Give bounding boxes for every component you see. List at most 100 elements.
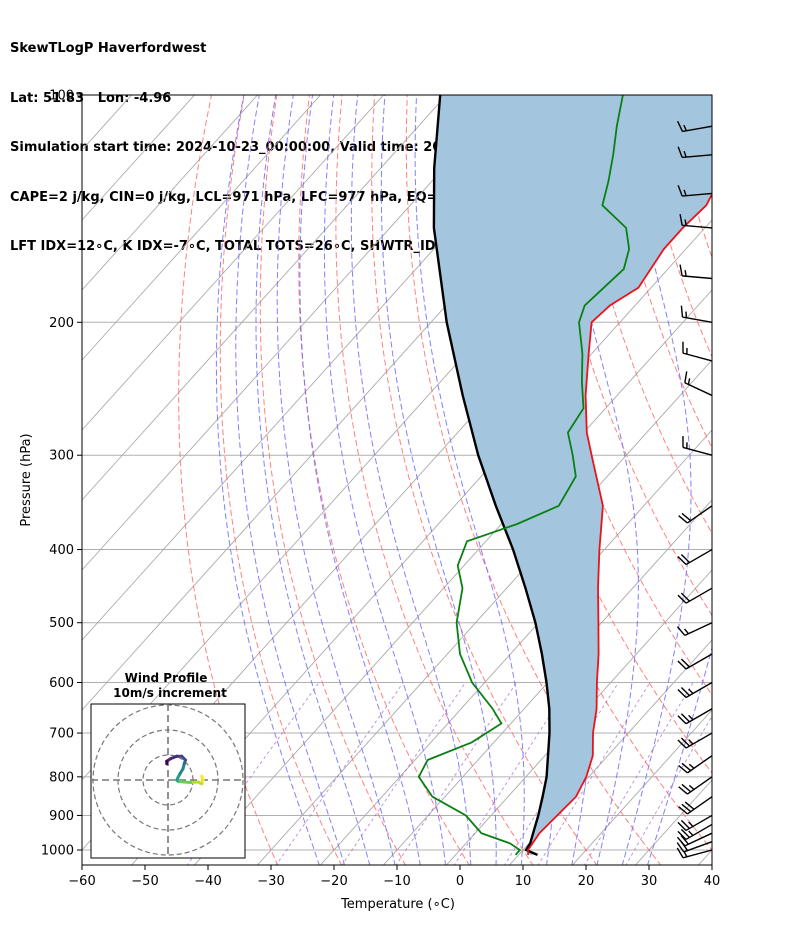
barb-flag — [681, 783, 692, 793]
barb-flag — [681, 762, 692, 772]
x-tick-label: 20 — [578, 874, 595, 889]
y-tick-label: 1000 — [41, 844, 74, 859]
dry-adiabat-line — [504, 95, 712, 696]
barb-flag — [678, 806, 688, 815]
wind-barb — [677, 587, 713, 604]
barb-staff — [685, 653, 713, 670]
wind-barb — [677, 146, 713, 159]
x-tick-label: −60 — [68, 874, 95, 889]
barb-staff — [682, 275, 713, 280]
x-tick-label: 0 — [456, 874, 464, 889]
barb-flag — [684, 371, 688, 383]
barb-flag — [681, 512, 692, 522]
barb-staff — [682, 446, 713, 456]
barb-flag — [680, 658, 690, 668]
dry-adiabat-line — [569, 95, 712, 535]
barb-flag — [677, 688, 687, 699]
barb-half-flag — [683, 150, 687, 158]
dry-adiabat-line — [335, 95, 534, 865]
barb-flag — [680, 713, 690, 723]
dry-adiabat-line — [219, 95, 343, 865]
moist-adiabat-line — [215, 95, 320, 865]
wind-barb — [676, 622, 713, 637]
barb-half-flag — [688, 714, 694, 721]
x-tick-label: −40 — [194, 874, 221, 889]
barb-staff — [683, 841, 713, 853]
moist-adiabat-line — [323, 95, 446, 865]
y-tick-label: 700 — [49, 727, 74, 742]
barb-staff — [684, 622, 713, 637]
barb-flag — [677, 146, 683, 158]
barb-half-flag — [684, 219, 687, 226]
barb-staff — [682, 316, 713, 323]
barb-flag — [676, 842, 685, 853]
isotherm-line — [319, 429, 712, 865]
barb-flag — [677, 594, 687, 604]
barb-flag — [680, 835, 689, 845]
barb-half-flag — [688, 784, 695, 790]
wind-barb — [678, 776, 713, 795]
dewpoint-profile — [417, 95, 631, 856]
barb-half-flag — [688, 763, 695, 769]
barb-staff — [685, 587, 713, 604]
barb-flag — [684, 801, 695, 810]
wind-barb — [680, 305, 713, 323]
wind-barb — [682, 341, 713, 362]
mixing-ratio-line — [275, 682, 404, 865]
hodograph: Wind Profile 10m/s increment — [90, 671, 246, 859]
dry-adiabat-line — [733, 95, 794, 866]
moist-adiabat-line — [414, 95, 525, 865]
barb-flag — [677, 660, 687, 670]
hodograph-subtitle: 10m/s increment — [113, 686, 227, 700]
moist-adiabat-line — [255, 95, 371, 865]
axes: −60 −50 −40 −30 −20 −10 0 10 20 30 40 1000 900 800 700… — [41, 89, 720, 890]
barb-half-flag — [687, 378, 691, 385]
barb-flag — [676, 120, 684, 132]
barb-half-flag — [688, 830, 694, 836]
x-tick-label: −50 — [131, 874, 158, 889]
x-tick-label: −10 — [383, 874, 410, 889]
barb-staff — [685, 732, 713, 749]
y-tick-label: 600 — [49, 676, 74, 691]
barb-staff — [682, 192, 713, 197]
barb-flag — [676, 847, 684, 859]
wind-barb — [684, 371, 713, 397]
y-tick-label: 200 — [49, 316, 74, 331]
wind-barb — [678, 505, 713, 524]
barb-flag — [680, 819, 690, 829]
barb-flag — [677, 830, 687, 840]
barb-flag — [678, 765, 688, 774]
wind-barb — [678, 755, 713, 774]
barb-flag — [681, 803, 692, 813]
barb-flag — [677, 185, 683, 197]
wind-barb — [677, 732, 713, 749]
isotherm-line — [382, 499, 712, 865]
profile-lines — [417, 95, 712, 857]
barb-staff — [687, 776, 713, 795]
moist-adiabat-line — [299, 95, 421, 865]
barb-staff — [685, 708, 713, 725]
isotherm-line — [256, 359, 712, 865]
y-tick-label: 300 — [49, 449, 74, 464]
isotherm-line — [82, 95, 510, 571]
barb-flag — [679, 213, 683, 226]
x-tick-label: 40 — [704, 874, 721, 889]
dry-adiabat-line — [700, 95, 712, 144]
wind-barb — [679, 264, 713, 280]
x-tick-label: 30 — [641, 874, 658, 889]
dry-adiabat-line — [178, 95, 279, 865]
wind-barb — [676, 120, 713, 133]
x-tick-label: −30 — [257, 874, 284, 889]
x-tick-label: 10 — [515, 874, 532, 889]
barb-flag — [678, 786, 688, 795]
parcel-profile — [432, 95, 551, 857]
isotherm-line — [82, 95, 321, 361]
mixing-ratio-line — [537, 682, 651, 865]
hodograph-title: Wind Profile — [125, 671, 208, 685]
barb-half-flag — [683, 189, 687, 196]
mixing-ratio-line — [583, 682, 694, 865]
barb-flag — [677, 556, 687, 566]
barb-staff — [682, 154, 713, 159]
barb-staff — [687, 755, 713, 774]
